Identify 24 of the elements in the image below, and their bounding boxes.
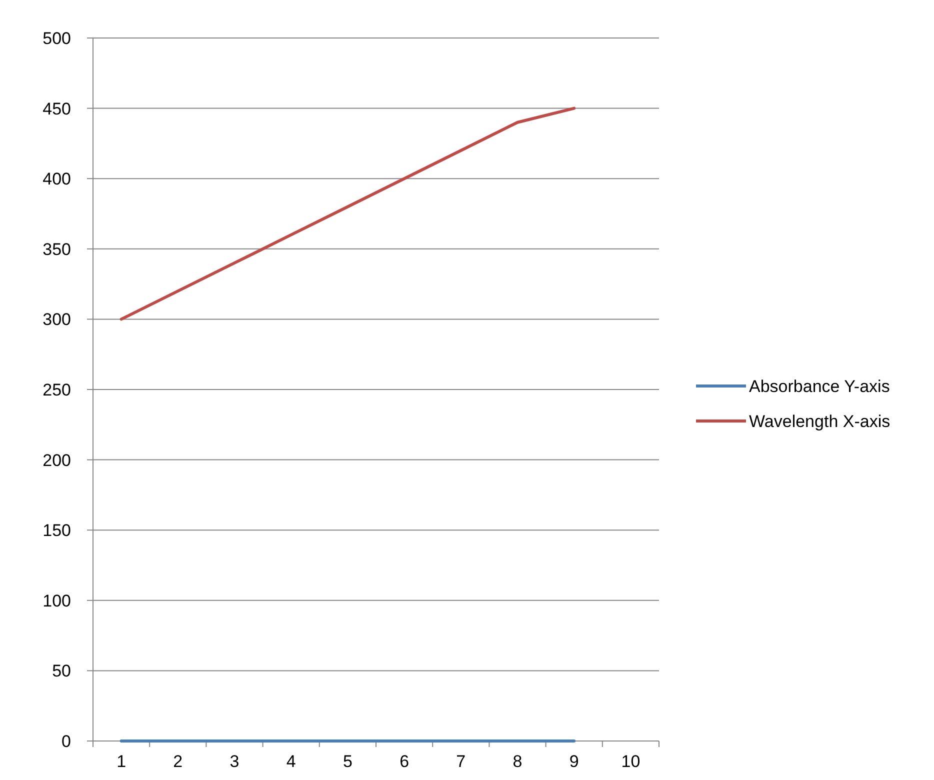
x-tick-label: 10 [621,752,640,771]
x-tick-label: 3 [230,752,240,771]
legend-label: Absorbance Y-axis [749,376,890,396]
y-tick-label: 50 [52,662,71,681]
legend-label: Wavelength X-axis [749,412,890,431]
y-tick-label: 150 [42,521,71,540]
x-tick-label: 9 [569,752,579,771]
x-tick-label: 4 [286,752,296,771]
x-tick-label: 5 [342,752,352,771]
y-tick-label: 250 [42,380,71,400]
y-tick-label: 0 [62,732,71,751]
x-tick-label: 6 [400,752,410,771]
y-tick-label: 350 [42,240,71,259]
y-tick-label: 450 [42,99,71,118]
y-tick-label: 200 [42,450,71,470]
x-tick-label: 7 [456,752,466,771]
x-tick-label: 1 [116,752,126,771]
x-tick-label: 8 [512,752,522,771]
y-tick-label: 100 [42,591,71,610]
x-tick-label: 2 [173,752,183,771]
y-tick-label: 400 [42,170,71,189]
y-tick-label: 300 [42,310,71,330]
y-tick-label: 500 [42,28,71,48]
line-series [120,106,576,321]
